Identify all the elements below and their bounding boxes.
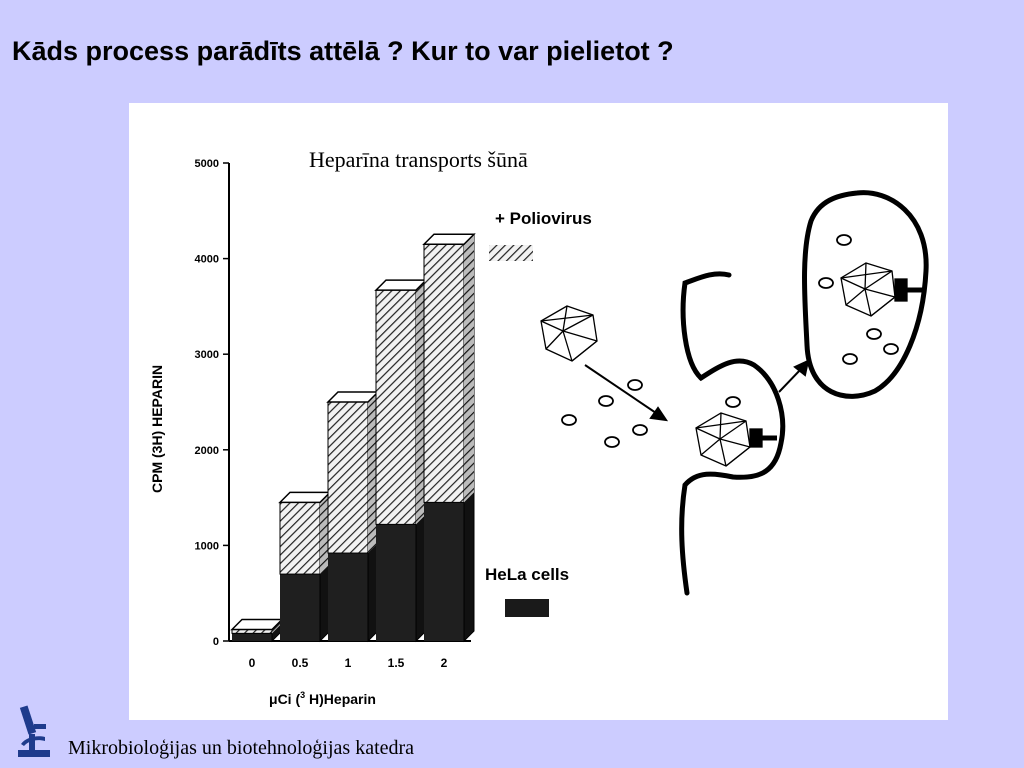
x-tick-label: 2 [441, 656, 448, 670]
footer-department-name: Mikrobioloģijas un biotehnoloģijas kated… [68, 737, 415, 759]
chart-title: Heparīna transports šūnā [309, 147, 528, 172]
bar-segment-poliovirus [279, 501, 321, 575]
arrow-icon [778, 359, 810, 393]
bar-top [230, 618, 284, 631]
y-tick-label: 5000 [195, 158, 219, 170]
receptor-icon [894, 278, 908, 302]
cell-membrane-icon [679, 271, 786, 596]
microscope-icon [18, 705, 50, 757]
x-axis-label: μCi (3 H)Heparin [269, 690, 376, 707]
bar-chart: 0 1000 2000 3000 4000 5000 0 0.5 1 1.5 2 [195, 158, 476, 670]
bar-segment-hela [424, 502, 464, 641]
bar-top [326, 391, 380, 403]
receptor-icon [749, 428, 763, 448]
heparin-transport-diagram [540, 190, 929, 596]
slide-title: Kāds process parādīts attēlā ? Kur to va… [12, 36, 674, 66]
x-tick-label: 1 [345, 656, 352, 670]
heparin-molecule-icon [818, 234, 899, 365]
bar-segment-hela [280, 574, 320, 641]
x-tick-label: 0.5 [292, 656, 309, 670]
poliovirus-icon [540, 305, 598, 362]
y-axis-label: CPM (3H) HEPARIN [149, 365, 165, 493]
y-tick-label: 3000 [195, 349, 219, 361]
figure-panel: Heparīna transports šūnā 0 1000 2000 3000 40… [129, 103, 948, 720]
x-tick-label: 1.5 [388, 656, 405, 670]
legend-label-hela: HeLa cells [485, 565, 569, 584]
bar-segment-hela [328, 553, 368, 641]
arrow-icon [584, 364, 669, 422]
y-tick-label: 0 [213, 636, 219, 648]
legend: + Poliovirus HeLa cells [485, 209, 592, 617]
internalized-virus [840, 262, 923, 317]
bar-top [374, 279, 428, 291]
bar-top [422, 233, 476, 246]
bar-side-hatched [464, 234, 474, 503]
y-tick-label: 2000 [195, 445, 219, 457]
bar-segment-poliovirus [423, 243, 465, 503]
bar-segment-hela [376, 524, 416, 641]
y-tick-label: 1000 [195, 540, 219, 552]
figure-svg: Heparīna transports šūnā 0 1000 2000 3000 40… [149, 147, 929, 707]
endocytosis-vesicle-icon [802, 190, 929, 399]
bar-segment-poliovirus [375, 289, 417, 525]
bar-segment-poliovirus [327, 401, 369, 554]
virus-receptor-complex [695, 412, 777, 467]
heparin-molecule-icon [561, 379, 741, 448]
legend-label-poliovirus: + Poliovirus [495, 209, 592, 228]
legend-swatch-hela [505, 599, 549, 617]
bar-top [278, 491, 332, 504]
legend-swatch-poliovirus [489, 245, 533, 261]
y-tick-label: 4000 [195, 254, 219, 266]
bar-segment-hela [232, 633, 272, 641]
x-tick-label: 0 [249, 656, 256, 670]
